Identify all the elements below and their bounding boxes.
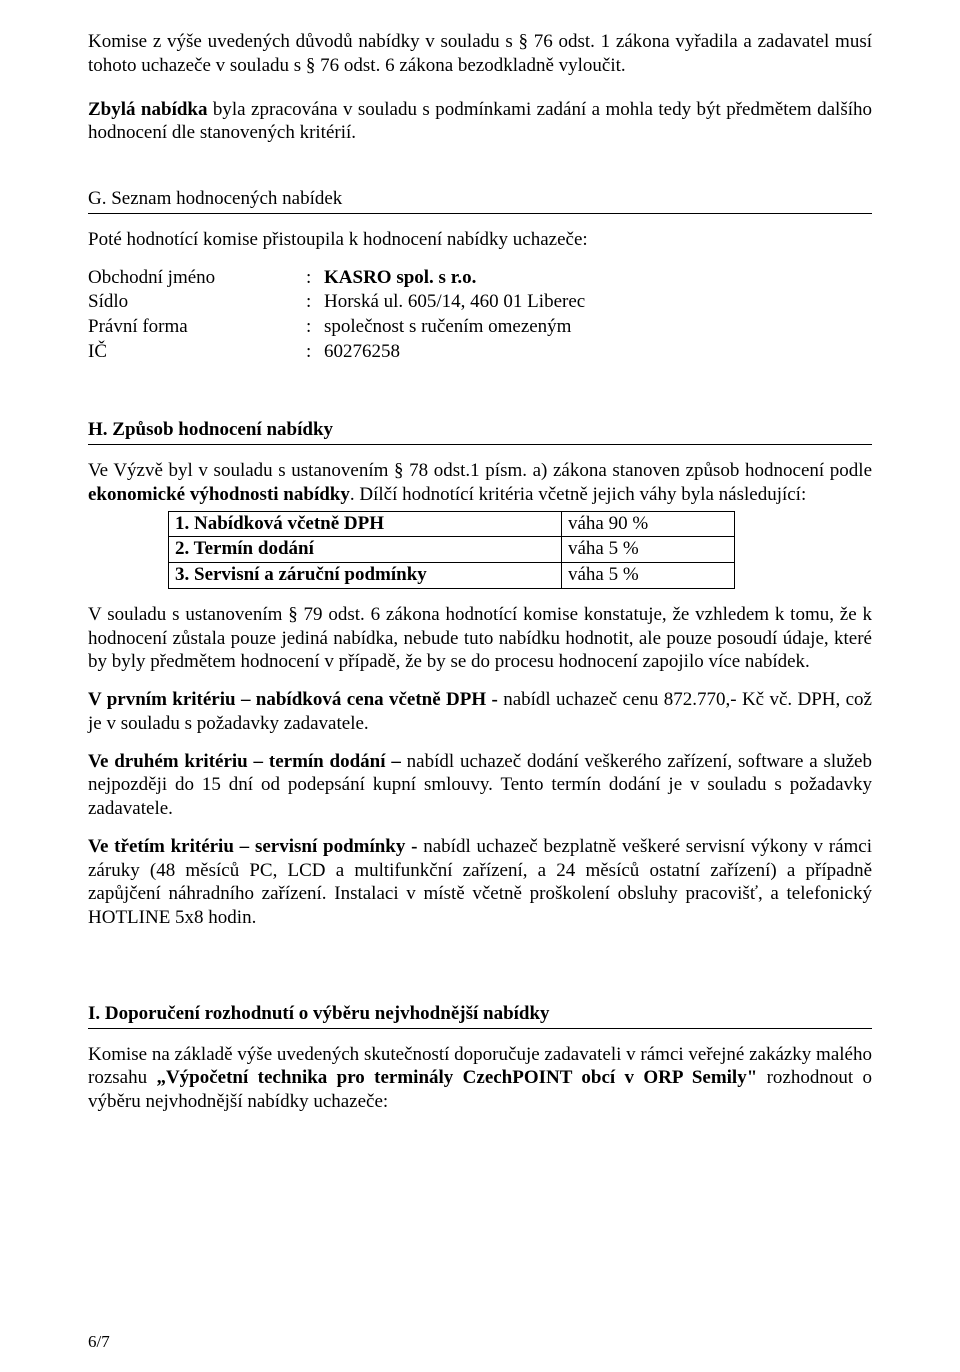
section-h-p4: Ve druhém kritériu – termín dodání – nab… [88, 750, 872, 821]
kv-val-legalform: společnost s ručením omezeným [324, 315, 593, 340]
section-h-p1-a: Ve Výzvě byl v souladu s ustanovením § 7… [88, 460, 872, 481]
section-h-p2: V souladu s ustanovením § 79 odst. 6 zák… [88, 603, 872, 674]
criteria-1-weight: váha 90 % [562, 511, 735, 537]
kv-key-legalform: Právní forma [88, 315, 306, 340]
page-number: 6/7 [88, 1332, 110, 1352]
paragraph-exclusion: Komise z výše uvedených důvodů nabídky v… [88, 30, 872, 78]
section-g-heading: G. Seznam hodnocených nabídek [88, 187, 872, 211]
section-i-heading: I. Doporučení rozhodnutí o výběru nejvho… [88, 1002, 872, 1026]
kv-row-address: Sídlo : Horská ul. 605/14, 460 01 Libere… [88, 290, 593, 315]
criterion-2-label: Ve druhém kritériu – termín dodání – [88, 751, 407, 772]
criterion-1-label: V prvním kritériu – nabídková cena včetn… [88, 689, 503, 710]
section-h-p3: V prvním kritériu – nabídková cena včetn… [88, 688, 872, 736]
criteria-3-weight: váha 5 % [562, 563, 735, 589]
section-g-rule [88, 213, 872, 214]
criteria-row-2: 2. Termín dodání váha 5 % [169, 537, 735, 563]
criteria-3-label: 3. Servisní a záruční podmínky [169, 563, 562, 589]
criteria-2-label: 2. Termín dodání [169, 537, 562, 563]
criteria-table: 1. Nabídková včetně DPH váha 90 % 2. Ter… [168, 511, 735, 589]
section-h-p1: Ve Výzvě byl v souladu s ustanovením § 7… [88, 459, 872, 507]
section-g-intro: Poté hodnotící komise přistoupila k hodn… [88, 228, 872, 252]
paragraph-remaining-bid: Zbylá nabídka byla zpracována v souladu … [88, 98, 872, 146]
criteria-row-3: 3. Servisní a záruční podmínky váha 5 % [169, 563, 735, 589]
section-i-p1-b: „Výpočetní technika pro terminály CzechP… [156, 1067, 757, 1088]
kv-colon: : [306, 290, 324, 315]
kv-colon: : [306, 315, 324, 340]
kv-key-name: Obchodní jméno [88, 266, 306, 291]
kv-key-ic: IČ [88, 340, 306, 365]
criterion-3-label: Ve třetím kritériu – servisní podmínky - [88, 836, 423, 857]
kv-val-name: KASRO spol. s r.o. [324, 266, 593, 291]
section-i-p1: Komise na základě výše uvedených skutečn… [88, 1043, 872, 1114]
section-h-p5: Ve třetím kritériu – servisní podmínky -… [88, 835, 872, 930]
kv-colon: : [306, 340, 324, 365]
kv-row-name: Obchodní jméno : KASRO spol. s r.o. [88, 266, 593, 291]
criteria-2-weight: váha 5 % [562, 537, 735, 563]
section-i-rule [88, 1028, 872, 1029]
kv-row-legalform: Právní forma : společnost s ručením omez… [88, 315, 593, 340]
kv-row-ic: IČ : 60276258 [88, 340, 593, 365]
bidder-details-table: Obchodní jméno : KASRO spol. s r.o. Sídl… [88, 266, 593, 365]
section-h-p1-c: . Dílčí hodnotící kritéria včetně jejich… [350, 484, 806, 505]
section-h-p1-b: ekonomické výhodnosti nabídky [88, 484, 350, 505]
zbyla-nabidka-label: Zbylá nabídka [88, 99, 213, 120]
kv-val-ic: 60276258 [324, 340, 593, 365]
criteria-1-label: 1. Nabídková včetně DPH [169, 511, 562, 537]
criteria-row-1: 1. Nabídková včetně DPH váha 90 % [169, 511, 735, 537]
kv-key-address: Sídlo [88, 290, 306, 315]
section-h-rule [88, 444, 872, 445]
kv-val-address: Horská ul. 605/14, 460 01 Liberec [324, 290, 593, 315]
section-h-heading: H. Způsob hodnocení nabídky [88, 418, 872, 442]
kv-colon: : [306, 266, 324, 291]
